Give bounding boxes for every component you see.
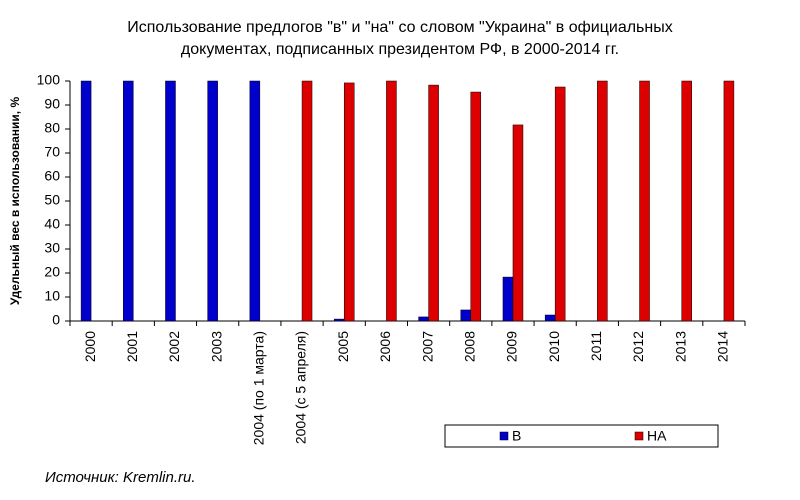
y-tick-label: 80 — [44, 120, 60, 136]
bar — [249, 80, 261, 322]
bar — [512, 124, 524, 322]
bar — [386, 80, 397, 322]
bar — [460, 309, 472, 322]
x-tick-label: 2008 — [461, 331, 477, 362]
bar — [301, 80, 313, 322]
chart-title: документах, подписанных президентом РФ, … — [181, 41, 619, 58]
bar — [123, 80, 134, 322]
bar — [681, 80, 692, 322]
legend-swatch — [499, 431, 509, 441]
x-tick-label: 2001 — [124, 331, 140, 362]
x-tick-label: 2002 — [166, 331, 182, 362]
legend-box — [444, 424, 719, 448]
y-tick-label: 60 — [44, 168, 60, 184]
x-tick-label: 2004 (по 1 марта) — [251, 331, 267, 445]
x-tick-label: 2009 — [504, 331, 520, 362]
bar — [597, 80, 608, 322]
bar — [80, 80, 92, 322]
legend-label: В — [512, 428, 521, 444]
y-axis-label: Удельный вес в использовании, % — [8, 97, 22, 306]
bar — [470, 91, 482, 322]
chart-title: Использование предлогов "в" и "на" со сл… — [127, 19, 672, 36]
x-tick-label: 2013 — [672, 331, 688, 362]
x-tick-label: 2011 — [588, 331, 604, 361]
x-tick-label: 2003 — [208, 331, 224, 362]
bar — [428, 84, 439, 322]
x-tick-label: 2012 — [630, 331, 646, 362]
x-tick-label: 2004 (с 5 апреля) — [293, 331, 309, 444]
y-tick-label: 50 — [44, 192, 60, 208]
x-tick-label: 2005 — [335, 331, 351, 362]
bar — [418, 316, 429, 322]
bar — [165, 80, 176, 322]
bar — [343, 82, 355, 322]
y-tick-label: 10 — [44, 288, 60, 304]
y-tick-label: 90 — [44, 96, 60, 112]
y-tick-label: 40 — [44, 216, 60, 232]
bar — [723, 80, 735, 322]
y-tick-label: 100 — [37, 72, 61, 88]
bar — [207, 80, 218, 322]
source-note: Источник: Kremlin.ru. — [45, 469, 196, 486]
bar — [554, 86, 566, 322]
legend-swatch — [634, 431, 644, 441]
bar — [544, 314, 556, 322]
y-tick-label: 30 — [44, 240, 60, 256]
bar — [333, 318, 345, 322]
x-tick-label: 2006 — [377, 331, 393, 362]
x-tick-label: 2014 — [715, 331, 731, 362]
x-tick-label: 2010 — [546, 331, 562, 362]
x-tick-label: 2000 — [82, 331, 98, 362]
x-tick-label: 2007 — [419, 331, 435, 362]
bar — [639, 80, 650, 322]
y-tick-label: 20 — [44, 264, 60, 280]
y-tick-label: 70 — [44, 144, 60, 160]
legend-label: НА — [647, 428, 667, 444]
bar — [502, 276, 514, 322]
y-tick-label: 0 — [52, 312, 60, 328]
